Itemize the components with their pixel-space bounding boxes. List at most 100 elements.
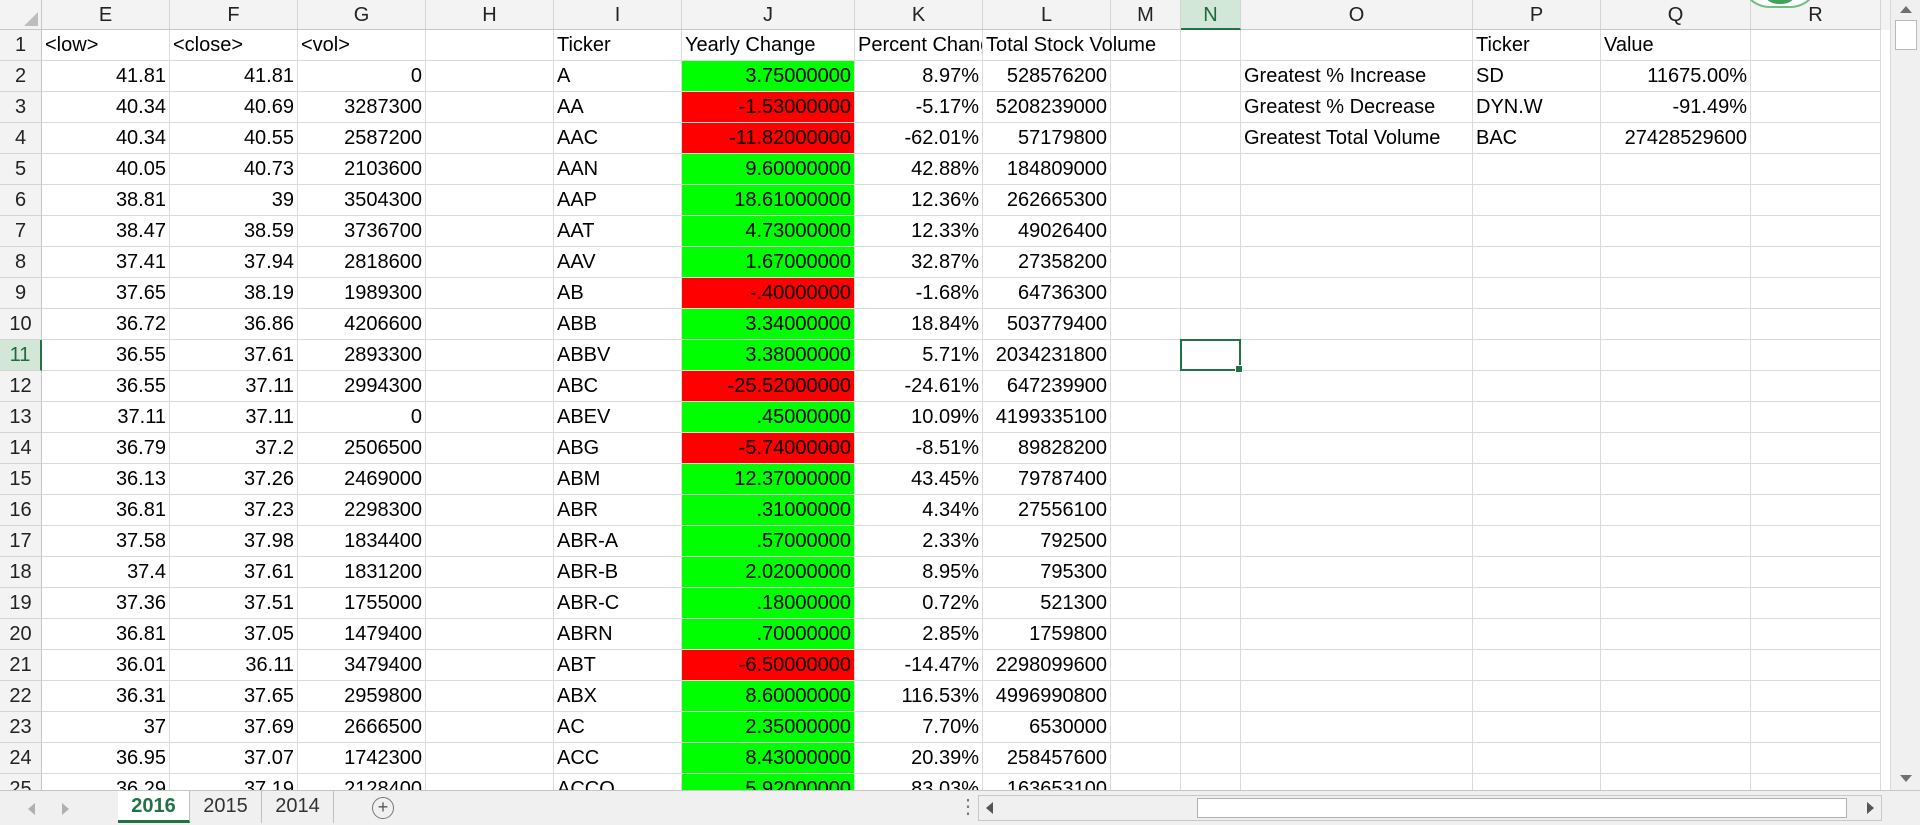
cell-r5[interactable] <box>1751 154 1881 185</box>
cell-o8[interactable] <box>1241 247 1473 278</box>
cell-j11[interactable]: 3.38000000 <box>682 340 855 371</box>
cell-n16[interactable] <box>1181 495 1241 526</box>
column-header-o[interactable]: O <box>1241 0 1473 30</box>
row-header-4[interactable]: 4 <box>0 123 42 154</box>
cell-q11[interactable] <box>1601 340 1751 371</box>
cell-e6[interactable]: 38.81 <box>42 185 170 216</box>
cell-f1[interactable]: <close> <box>170 30 298 61</box>
sheet-tab-2015[interactable]: 2015 <box>190 791 262 823</box>
cell-n24[interactable] <box>1181 743 1241 774</box>
cell-i22[interactable]: ABX <box>554 681 682 712</box>
cell-k3[interactable]: -5.17% <box>855 92 983 123</box>
cell-l18[interactable]: 795300 <box>983 557 1111 588</box>
cell-f13[interactable]: 37.11 <box>170 402 298 433</box>
cell-e15[interactable]: 36.13 <box>42 464 170 495</box>
cell-n2[interactable] <box>1181 61 1241 92</box>
cell-f20[interactable]: 37.05 <box>170 619 298 650</box>
cell-h13[interactable] <box>426 402 554 433</box>
cell-l12[interactable]: 647239900 <box>983 371 1111 402</box>
cell-i1[interactable]: Ticker <box>554 30 682 61</box>
cell-i14[interactable]: ABG <box>554 433 682 464</box>
cell-j9[interactable]: -.40000000 <box>682 278 855 309</box>
cell-h4[interactable] <box>426 123 554 154</box>
cell-o17[interactable] <box>1241 526 1473 557</box>
cell-g13[interactable]: 0 <box>298 402 426 433</box>
cell-o21[interactable] <box>1241 650 1473 681</box>
cell-m5[interactable] <box>1111 154 1181 185</box>
cell-e4[interactable]: 40.34 <box>42 123 170 154</box>
cell-p16[interactable] <box>1473 495 1601 526</box>
cell-l11[interactable]: 2034231800 <box>983 340 1111 371</box>
row-header-23[interactable]: 23 <box>0 712 42 743</box>
cell-k18[interactable]: 8.95% <box>855 557 983 588</box>
cell-j1[interactable]: Yearly Change <box>682 30 855 61</box>
cell-r20[interactable] <box>1751 619 1881 650</box>
row-header-12[interactable]: 12 <box>0 371 42 402</box>
cell-q17[interactable] <box>1601 526 1751 557</box>
cell-g2[interactable]: 0 <box>298 61 426 92</box>
cell-i23[interactable]: AC <box>554 712 682 743</box>
cell-k20[interactable]: 2.85% <box>855 619 983 650</box>
cell-o23[interactable] <box>1241 712 1473 743</box>
cell-q25[interactable] <box>1601 774 1751 790</box>
cell-f4[interactable]: 40.55 <box>170 123 298 154</box>
cell-r6[interactable] <box>1751 185 1881 216</box>
cell-e14[interactable]: 36.79 <box>42 433 170 464</box>
cell-o16[interactable] <box>1241 495 1473 526</box>
cell-q6[interactable] <box>1601 185 1751 216</box>
cell-f3[interactable]: 40.69 <box>170 92 298 123</box>
cell-g6[interactable]: 3504300 <box>298 185 426 216</box>
cell-p4[interactable]: BAC <box>1473 123 1601 154</box>
fill-handle[interactable] <box>1235 365 1243 373</box>
cell-i2[interactable]: A <box>554 61 682 92</box>
cell-h23[interactable] <box>426 712 554 743</box>
cell-o20[interactable] <box>1241 619 1473 650</box>
column-header-m[interactable]: M <box>1111 0 1181 30</box>
cell-j15[interactable]: 12.37000000 <box>682 464 855 495</box>
vertical-scrollbar[interactable] <box>1890 0 1920 790</box>
cell-i18[interactable]: ABR-B <box>554 557 682 588</box>
cell-j2[interactable]: 3.75000000 <box>682 61 855 92</box>
cell-q5[interactable] <box>1601 154 1751 185</box>
cell-o14[interactable] <box>1241 433 1473 464</box>
cell-h14[interactable] <box>426 433 554 464</box>
cell-g11[interactable]: 2893300 <box>298 340 426 371</box>
row-header-14[interactable]: 14 <box>0 433 42 464</box>
cell-h25[interactable] <box>426 774 554 790</box>
cell-j17[interactable]: .57000000 <box>682 526 855 557</box>
scroll-left-arrow-icon[interactable] <box>986 802 993 814</box>
cell-i15[interactable]: ABM <box>554 464 682 495</box>
cell-r19[interactable] <box>1751 588 1881 619</box>
cell-f18[interactable]: 37.61 <box>170 557 298 588</box>
cell-h24[interactable] <box>426 743 554 774</box>
cell-k24[interactable]: 20.39% <box>855 743 983 774</box>
cell-l10[interactable]: 503779400 <box>983 309 1111 340</box>
cell-l8[interactable]: 27358200 <box>983 247 1111 278</box>
column-header-i[interactable]: I <box>554 0 682 30</box>
cell-m25[interactable] <box>1111 774 1181 790</box>
cell-o12[interactable] <box>1241 371 1473 402</box>
cell-q3[interactable]: -91.49% <box>1601 92 1751 123</box>
cell-g15[interactable]: 2469000 <box>298 464 426 495</box>
cell-f8[interactable]: 37.94 <box>170 247 298 278</box>
cell-i9[interactable]: AB <box>554 278 682 309</box>
cell-r13[interactable] <box>1751 402 1881 433</box>
cell-r21[interactable] <box>1751 650 1881 681</box>
cell-i6[interactable]: AAP <box>554 185 682 216</box>
cell-f6[interactable]: 39 <box>170 185 298 216</box>
cell-k14[interactable]: -8.51% <box>855 433 983 464</box>
cell-e11[interactable]: 36.55 <box>42 340 170 371</box>
cell-o2[interactable]: Greatest % Increase <box>1241 61 1473 92</box>
cell-l23[interactable]: 6530000 <box>983 712 1111 743</box>
cell-g5[interactable]: 2103600 <box>298 154 426 185</box>
select-all-corner[interactable] <box>0 0 42 30</box>
column-header-f[interactable]: F <box>170 0 298 30</box>
cell-m10[interactable] <box>1111 309 1181 340</box>
cell-m6[interactable] <box>1111 185 1181 216</box>
cell-r3[interactable] <box>1751 92 1881 123</box>
cell-i10[interactable]: ABB <box>554 309 682 340</box>
cell-r24[interactable] <box>1751 743 1881 774</box>
cell-p18[interactable] <box>1473 557 1601 588</box>
cell-m24[interactable] <box>1111 743 1181 774</box>
